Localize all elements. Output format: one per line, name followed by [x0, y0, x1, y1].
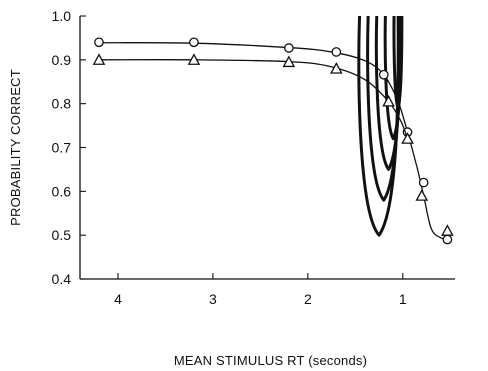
series-1-circle-point: [442, 234, 453, 245]
x-tick-label: 1: [399, 291, 407, 307]
y-tick-label: 0.9: [52, 52, 72, 68]
series-2-triangle-point: [441, 224, 454, 236]
y-tick-label: 1.0: [52, 8, 72, 24]
theoretical-curves-group: [357, 16, 404, 237]
series-2-triangle-point: [415, 189, 429, 201]
series-1-line: [98, 42, 449, 240]
x-tick-label: 4: [114, 291, 122, 307]
series-2-triangle-point: [187, 53, 201, 65]
axes-group: 0.4 0.5 0.6 0.7 0.8 0.9 1.0 4 3 2 1: [52, 8, 455, 307]
series-1-circle-point: [418, 177, 429, 188]
y-tick-label: 0.6: [52, 183, 72, 199]
y-tick-label: 0.7: [52, 140, 72, 156]
y-axis-title: PROBABILITY CORRECT: [8, 69, 23, 226]
series-1-circle-point: [284, 43, 294, 53]
y-tick-label: 0.4: [52, 271, 72, 287]
theoretical-loop-5: [392, 16, 404, 110]
x-axis-title: MEAN STIMULUS RT (seconds): [174, 353, 367, 368]
series-2-triangle-point: [401, 132, 414, 144]
y-tick-label: 0.5: [52, 227, 72, 243]
series-2-triangle-point: [382, 94, 395, 107]
x-tick-label: 2: [304, 291, 312, 307]
series-2-triangle-point: [330, 62, 343, 74]
series-1-circle-point: [189, 37, 199, 48]
series-1-circle-point: [94, 37, 104, 48]
series-1-circle-point: [378, 69, 389, 80]
y-tick-label: 0.8: [52, 96, 72, 112]
x-tick-label: 3: [209, 291, 217, 307]
series-2-triangle-point: [92, 53, 106, 65]
series-2-triangle-point: [282, 55, 296, 68]
data-series-group: [92, 37, 454, 245]
series-1-circle-point: [331, 47, 342, 57]
